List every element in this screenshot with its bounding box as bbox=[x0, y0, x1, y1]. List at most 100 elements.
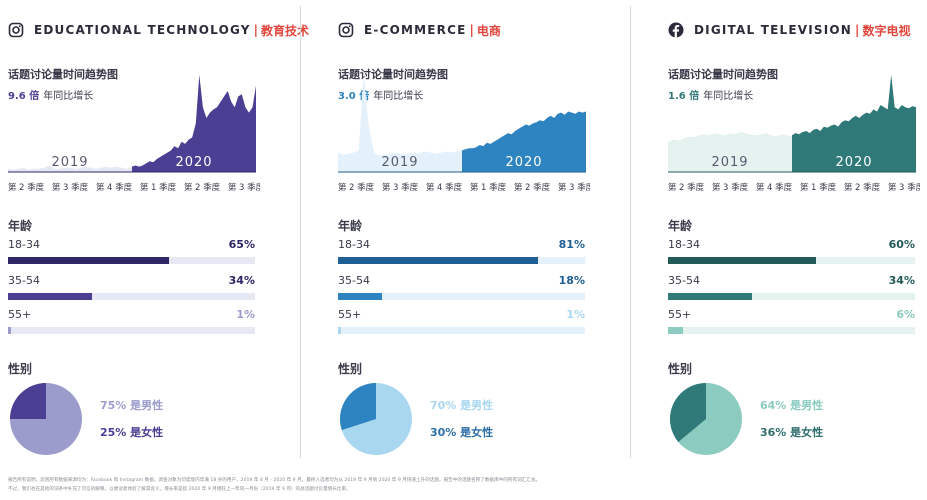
panel-title-en: EDUCATIONAL TECHNOLOGY bbox=[34, 23, 251, 37]
title-separator: | bbox=[253, 23, 259, 37]
age-percent: 34% bbox=[888, 274, 915, 287]
gender-title: 性别 bbox=[668, 362, 693, 376]
age-row: 55+ 1% bbox=[338, 308, 585, 338]
panel-header: E-COMMERCE | 电商 bbox=[338, 20, 501, 40]
age-label: 35-54 bbox=[8, 274, 40, 287]
panel-title-zh: 数字电视 bbox=[862, 23, 911, 38]
age-label: 18-34 bbox=[668, 238, 700, 251]
x-tick-label: 第 1 季度 bbox=[470, 182, 507, 193]
growth-value: 3.0 倍 bbox=[338, 91, 370, 102]
series-label-2019: 2019 bbox=[711, 155, 748, 170]
age-title: 年龄 bbox=[8, 219, 33, 233]
x-tick-label: 第 1 季度 bbox=[140, 182, 177, 193]
x-tick-label: 第 4 季度 bbox=[756, 182, 793, 193]
x-tick-label: 第 2 季度 bbox=[184, 182, 221, 193]
age-label: 35-54 bbox=[338, 274, 370, 287]
x-tick-label: 第 3 季度 bbox=[558, 182, 590, 193]
age-row: 35-54 18% bbox=[338, 274, 585, 304]
pie-slice-female bbox=[10, 383, 46, 419]
age-percent: 18% bbox=[558, 274, 585, 287]
age-bar-fill bbox=[668, 327, 683, 334]
title-separator: | bbox=[855, 23, 860, 37]
area-series-2020 bbox=[462, 111, 586, 172]
panel-digital-television: DIGITAL TELEVISION | 数字电视 话题讨论量时间趋势图 1.6… bbox=[668, 0, 927, 470]
growth-stat: 3.0 倍年同比增长 bbox=[338, 87, 423, 102]
x-tick-label: 第 2 季度 bbox=[8, 182, 45, 193]
gender-male-label: 64% 是男性 bbox=[760, 399, 824, 412]
panel-title-zh: 电商 bbox=[476, 23, 501, 38]
area-series-2020 bbox=[792, 74, 916, 172]
title-separator: | bbox=[469, 23, 474, 37]
growth-value: 1.6 倍 bbox=[668, 91, 700, 102]
series-label-2020: 2020 bbox=[175, 155, 212, 170]
area-series-2019 bbox=[668, 132, 792, 172]
x-tick-label: 第 3 季度 bbox=[52, 182, 89, 193]
gender-female-label: 36% 是女性 bbox=[760, 426, 824, 439]
age-bar-track bbox=[8, 257, 255, 264]
x-tick-label: 第 3 季度 bbox=[382, 182, 419, 193]
age-title: 年龄 bbox=[668, 219, 693, 233]
panel-educational-technology: EDUCATIONAL TECHNOLOGY | 教育技术 话题讨论量时间趋势图… bbox=[8, 0, 309, 470]
age-label: 55+ bbox=[338, 308, 362, 321]
age-bar-fill bbox=[668, 293, 752, 300]
gender-female-label: 25% 是女性 bbox=[100, 426, 164, 439]
series-label-2020: 2020 bbox=[835, 155, 872, 170]
panel-header: DIGITAL TELEVISION | 数字电视 bbox=[668, 20, 910, 40]
trend-chart-title: 话题讨论量时间趋势图 bbox=[668, 68, 778, 81]
age-bar-fill bbox=[8, 293, 92, 300]
x-tick-label: 第 3 季度 bbox=[712, 182, 749, 193]
growth-label: 年同比增长 bbox=[703, 91, 754, 102]
age-percent: 60% bbox=[888, 238, 915, 251]
gender-title: 性别 bbox=[338, 362, 363, 376]
age-bar-fill bbox=[8, 257, 169, 264]
x-tick-label: 第 4 季度 bbox=[426, 182, 463, 193]
age-bar-track bbox=[8, 293, 255, 300]
growth-value: 9.6 倍 bbox=[8, 91, 40, 102]
trend-chart: 2019 2020第 2 季度第 3 季度第 4 季度第 1 季度第 2 季度第 … bbox=[8, 74, 260, 193]
x-tick-label: 第 3 季度 bbox=[228, 182, 260, 193]
age-row: 18-34 65% bbox=[8, 238, 255, 268]
instagram-icon bbox=[8, 22, 24, 38]
age-percent: 1% bbox=[566, 308, 585, 321]
age-percent: 1% bbox=[236, 308, 255, 321]
panel-title-en: E-COMMERCE bbox=[364, 23, 467, 37]
age-label: 18-34 bbox=[8, 238, 40, 251]
footnote-line-1: 报告所有说明，您则所有数据来源均为：Facebook 和 Instagram 数… bbox=[8, 478, 541, 483]
x-tick-label: 第 2 季度 bbox=[338, 182, 375, 193]
area-series-2019 bbox=[8, 165, 132, 172]
age-title: 年龄 bbox=[338, 219, 363, 233]
growth-stat: 1.6 倍年同比增长 bbox=[668, 87, 753, 102]
age-row: 35-54 34% bbox=[668, 274, 915, 304]
age-bar-fill bbox=[338, 293, 383, 300]
gender-pie bbox=[339, 383, 412, 455]
x-tick-label: 第 2 季度 bbox=[514, 182, 551, 193]
x-tick-label: 第 3 季度 bbox=[888, 182, 920, 193]
series-label-2019: 2019 bbox=[381, 155, 418, 170]
age-bar-fill bbox=[338, 327, 341, 334]
age-bar-track bbox=[668, 293, 915, 300]
area-series-2020 bbox=[132, 74, 256, 172]
panel-divider bbox=[630, 6, 631, 458]
gender-male-label: 75% 是男性 bbox=[100, 399, 164, 412]
age-row: 55+ 6% bbox=[668, 308, 915, 338]
age-label: 55+ bbox=[8, 308, 32, 321]
gender-pie bbox=[669, 383, 742, 455]
gender-pie bbox=[10, 383, 82, 455]
growth-label: 年同比增长 bbox=[43, 91, 94, 102]
panel-divider bbox=[300, 6, 301, 458]
age-percent: 65% bbox=[228, 238, 255, 251]
age-bar-fill bbox=[338, 257, 539, 264]
series-label-2019: 2019 bbox=[51, 155, 88, 170]
age-bar-track bbox=[338, 257, 585, 264]
panel-e-commerce: E-COMMERCE | 电商 话题讨论量时间趋势图 3.0 倍年同比增长 20… bbox=[338, 0, 638, 470]
age-percent: 34% bbox=[228, 274, 255, 287]
x-tick-label: 第 1 季度 bbox=[800, 182, 837, 193]
trend-chart: 2019 2020第 2 季度第 3 季度第 4 季度第 1 季度第 2 季度第 … bbox=[338, 74, 590, 193]
panel-title-en: DIGITAL TELEVISION bbox=[694, 23, 853, 37]
age-label: 18-34 bbox=[338, 238, 370, 251]
gender-female-label: 30% 是女性 bbox=[430, 426, 494, 439]
trend-chart-title: 话题讨论量时间趋势图 bbox=[338, 68, 448, 81]
growth-stat: 9.6 倍年同比增长 bbox=[8, 87, 93, 102]
pie-slice-female bbox=[339, 383, 376, 431]
pie-slice-female bbox=[669, 383, 706, 442]
